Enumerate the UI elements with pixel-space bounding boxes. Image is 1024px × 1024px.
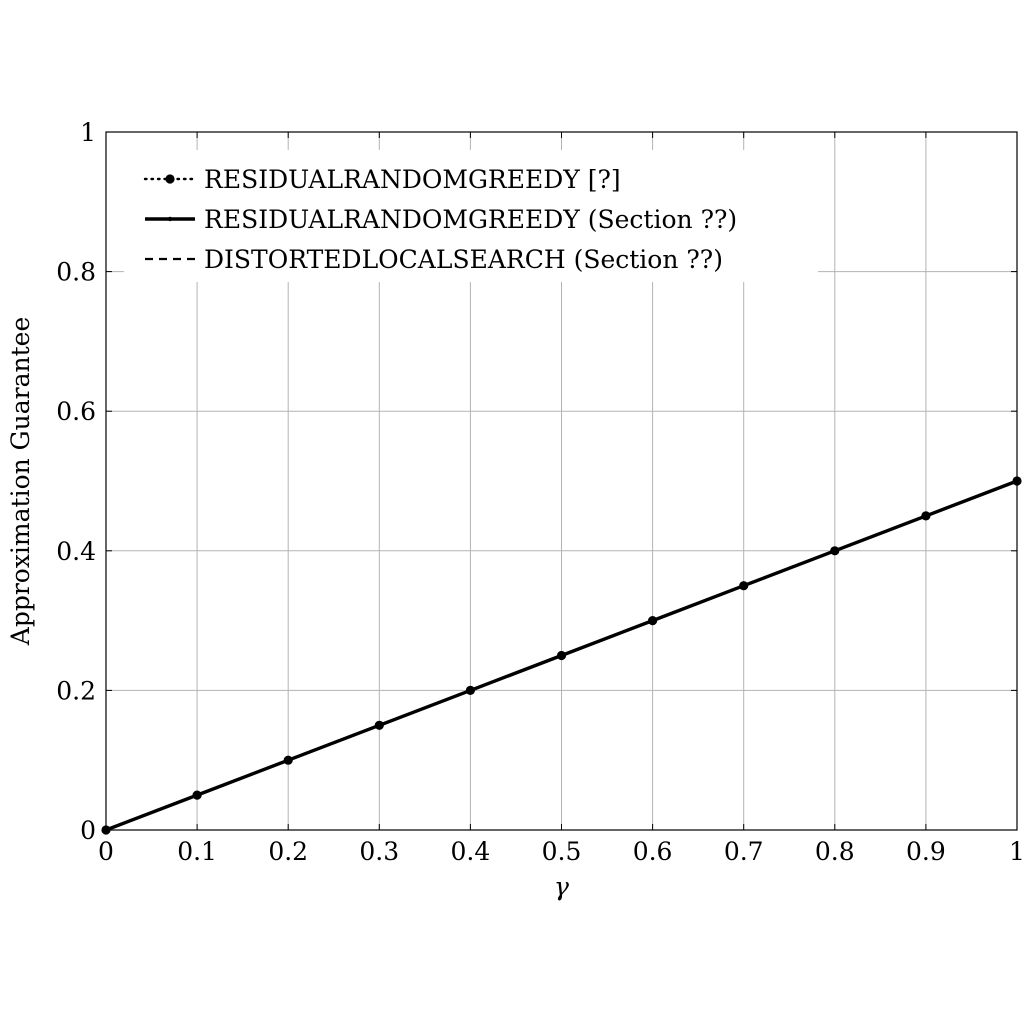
x-tick-label: 0.1 [177,837,217,866]
data-point [739,581,749,591]
data-point [192,790,202,800]
data-point [283,755,293,765]
data-point [556,650,567,661]
x-tick-label: 0.5 [542,837,582,866]
legend-marker [165,174,175,184]
data-point [465,685,475,696]
ticks: 0 0.1 0.2 0.3 0.4 0.5 0.6 0.7 0.8 0.9 1 0 0.2 0.4 0.6 0… [56,118,1024,866]
x-tick-label: 0.9 [906,837,946,866]
x-tick-label: 0.3 [359,837,399,866]
y-tick-label: 0 [80,816,96,845]
data-point [648,616,658,626]
x-tick-label: 0.6 [633,837,673,866]
legend-label-2: RESIDUALRANDOMGREEDY (Section ??) [204,205,737,234]
data-point [921,511,931,521]
data-point [374,720,384,730]
data-point [830,546,840,556]
legend-box [124,150,818,282]
x-tick-label: 1 [1009,837,1024,866]
x-tick-label: 0 [98,837,114,866]
y-tick-label: 0.8 [56,258,96,287]
x-tick-label: 0.2 [268,837,308,866]
legend-marker [167,216,173,222]
x-tick-label: 0.4 [451,837,491,866]
legend-label-3: DISTORTEDLOCALSEARCH (Section ??) [204,245,723,274]
y-tick-label: 0.2 [56,676,96,705]
y-axis-title: Approximation Guarantee [6,317,35,646]
y-tick-label: 0.6 [56,397,96,426]
y-tick-label: 0.4 [56,537,96,566]
x-tick-label: 0.7 [724,837,764,866]
series-group [101,476,1022,835]
x-tick-label: 0.8 [815,837,855,866]
y-tick-label: 1 [80,118,96,147]
x-axis-title: γ [554,872,569,901]
legend: RESIDUALRANDOMGREEDY [?] RESIDUALRANDOMGR… [124,150,818,282]
legend-label-1: RESIDUALRANDOMGREEDY [?] [204,165,621,194]
